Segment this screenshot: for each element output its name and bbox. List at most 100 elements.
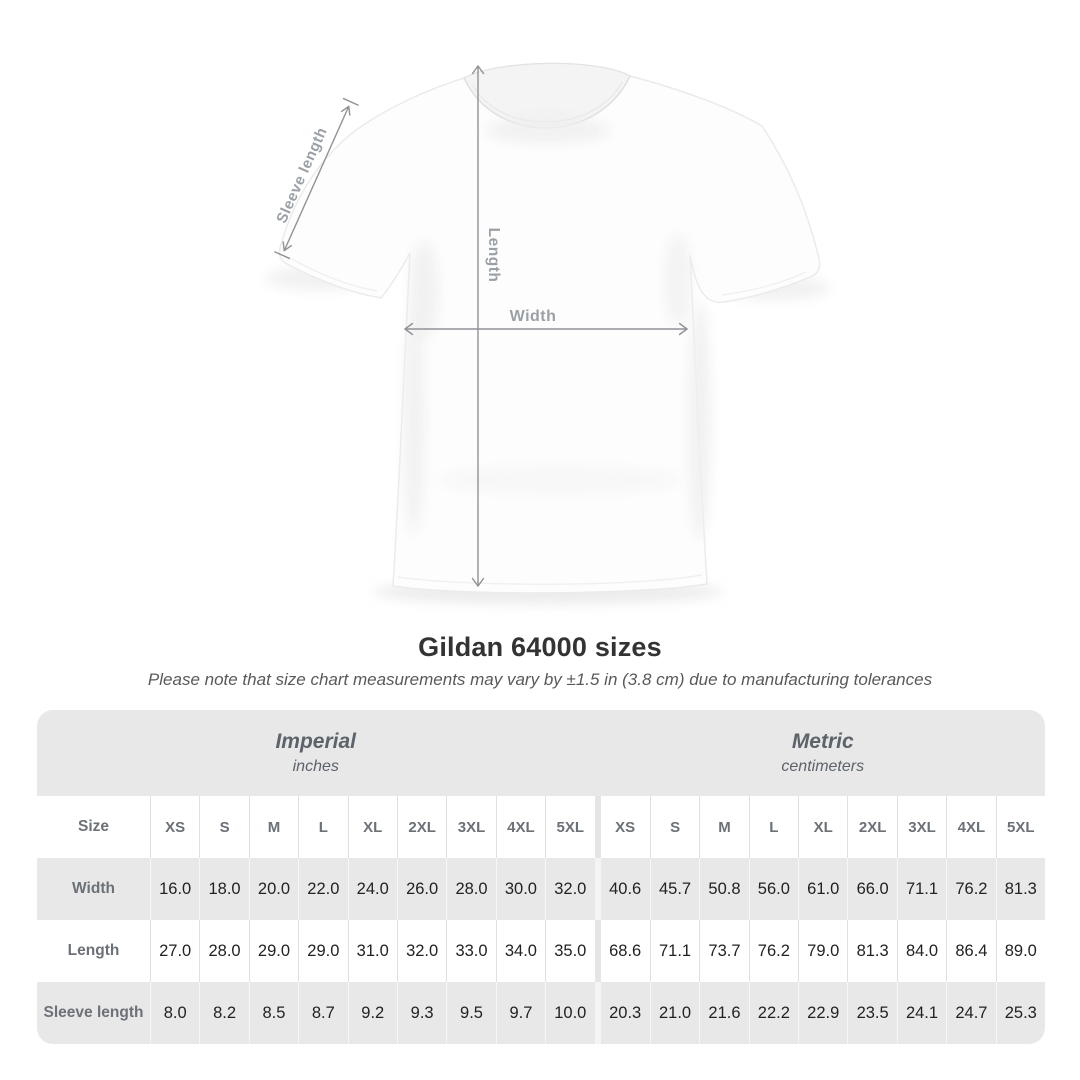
width-label: Width (510, 308, 557, 325)
value-cell: 35.0 (545, 920, 594, 982)
value-cell: 71.1 (896, 858, 946, 920)
value-cell: 26.0 (396, 858, 446, 920)
value-cell: 30.0 (495, 858, 545, 920)
value-cell: 9.3 (396, 982, 446, 1044)
page-subtitle: Please note that size chart measurements… (147, 670, 933, 689)
size-cell: 4XL (495, 796, 545, 858)
metric-header: Metric centimeters (601, 710, 1046, 796)
unit-divider (594, 982, 601, 1044)
unit-divider (594, 858, 601, 920)
size-cell: XS (150, 796, 199, 858)
hem-stitch (397, 574, 703, 585)
tshirt-measurement-figure: Sleeve length Length Width (265, 62, 830, 604)
value-cell: 9.2 (347, 982, 397, 1044)
table-row-sleeve-length: Sleeve length 8.0 8.2 8.5 8.7 9.2 9.3 9.… (37, 982, 1045, 1044)
value-cell: 86.4 (946, 920, 995, 982)
value-cell: 56.0 (748, 858, 798, 920)
sleeve-length-arrow (274, 97, 359, 260)
value-cell: 8.2 (199, 982, 248, 1044)
value-cell: 32.0 (396, 920, 446, 982)
value-cell: 34.0 (495, 920, 545, 982)
value-cell: 20.3 (609, 1003, 642, 1022)
value-cell: 24.0 (347, 858, 397, 920)
size-cell: XL (347, 796, 397, 858)
value-cell: 23.5 (847, 982, 896, 1044)
unit-divider (594, 710, 601, 796)
row-label: Width (72, 880, 115, 897)
value-cell: 40.6 (609, 879, 642, 898)
length-arrow (471, 65, 485, 587)
dimension-tick (274, 251, 291, 260)
value-cell: 22.9 (798, 982, 847, 1044)
value-cell: 21.6 (699, 982, 748, 1044)
value-cell: 79.0 (798, 920, 847, 982)
size-cell: XS (615, 818, 636, 836)
length-label: Length (485, 228, 502, 283)
size-cell: 2XL (847, 796, 896, 858)
tshirt-diagram: Sleeve length Length Width (265, 62, 830, 604)
measurement-arrows (274, 65, 688, 587)
unit-divider (594, 920, 601, 982)
value-cell: 22.0 (298, 858, 347, 920)
value-cell: 33.0 (446, 920, 495, 982)
value-cell: 28.0 (446, 858, 495, 920)
size-cell: M (699, 796, 748, 858)
value-cell: 8.0 (150, 982, 199, 1044)
size-table: Imperial inches Metric centimeters Size … (37, 710, 1045, 1044)
value-cell: 61.0 (798, 858, 847, 920)
value-cell: 24.1 (896, 982, 946, 1044)
table-unit-header: Imperial inches Metric centimeters (37, 710, 1045, 796)
value-cell: 50.8 (699, 858, 748, 920)
value-cell: 29.0 (248, 920, 298, 982)
value-cell: 73.7 (699, 920, 748, 982)
value-cell: 81.3 (847, 920, 896, 982)
row-label: Size (77, 818, 109, 835)
page-title: Gildan 64000 sizes (418, 632, 662, 662)
size-cell: S (649, 796, 699, 858)
value-cell: 9.7 (495, 982, 545, 1044)
fabric-shading (404, 117, 711, 540)
value-cell: 25.3 (995, 982, 1045, 1044)
value-cell: 20.0 (248, 858, 298, 920)
right-cuff-stitch (721, 271, 807, 296)
row-label: Length (67, 942, 120, 959)
size-cell: XL (798, 796, 847, 858)
value-cell: 29.0 (298, 920, 347, 982)
heading-block: Gildan 64000 sizes Please note that size… (0, 632, 1080, 690)
size-cell: 4XL (946, 796, 995, 858)
value-cell: 32.0 (545, 858, 594, 920)
value-cell: 76.2 (946, 858, 995, 920)
value-cell: 45.7 (649, 858, 699, 920)
table-row-sizes: Size XS S M L XL 2XL 3XL 4XL 5XL XS S M … (37, 796, 1045, 858)
size-cell: L (298, 796, 347, 858)
value-cell: 68.6 (609, 941, 642, 960)
unit-name: Metric (791, 730, 854, 753)
value-cell: 8.7 (298, 982, 347, 1044)
size-cell: S (199, 796, 248, 858)
unit-name: Imperial (275, 730, 357, 753)
value-cell: 9.5 (446, 982, 495, 1044)
value-cell: 22.2 (748, 982, 798, 1044)
left-cuff-stitch (291, 258, 378, 292)
table-row-length: Length 27.0 28.0 29.0 29.0 31.0 32.0 33.… (37, 920, 1045, 982)
value-cell: 28.0 (199, 920, 248, 982)
unit-sub: centimeters (781, 758, 865, 775)
imperial-header: Imperial inches (37, 710, 595, 796)
value-cell: 27.0 (150, 920, 199, 982)
row-label: Sleeve length (43, 1004, 144, 1021)
value-cell: 71.1 (649, 920, 699, 982)
value-cell: 84.0 (896, 920, 946, 982)
size-cell: L (748, 796, 798, 858)
size-cell: 2XL (396, 796, 446, 858)
value-cell: 89.0 (995, 920, 1045, 982)
value-cell: 66.0 (847, 858, 896, 920)
size-cell: 3XL (446, 796, 495, 858)
dimension-tick (342, 97, 359, 106)
unit-divider (594, 796, 601, 858)
size-cell: 5XL (995, 796, 1045, 858)
width-arrow (404, 322, 688, 336)
value-cell: 10.0 (545, 982, 594, 1044)
size-cell: 5XL (545, 796, 594, 858)
value-cell: 24.7 (946, 982, 995, 1044)
table-row-width: Width 16.0 18.0 20.0 22.0 24.0 26.0 28.0… (37, 858, 1045, 920)
